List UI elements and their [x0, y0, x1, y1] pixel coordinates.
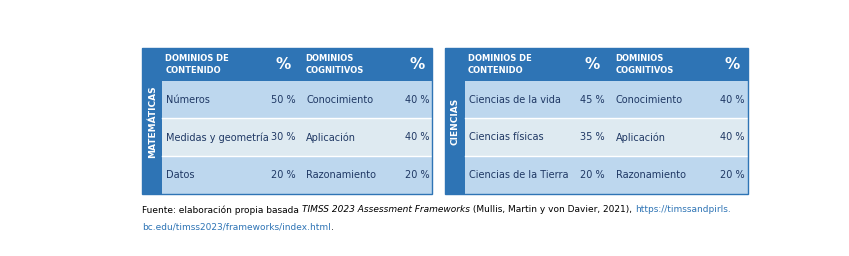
- FancyBboxPatch shape: [162, 81, 432, 119]
- Text: 40 %: 40 %: [405, 94, 430, 104]
- Text: MATEMÁTICAS: MATEMÁTICAS: [148, 85, 157, 158]
- Text: DOMINIOS DE
CONTENIDO: DOMINIOS DE CONTENIDO: [166, 55, 229, 74]
- Text: 35 %: 35 %: [580, 132, 604, 142]
- Text: Conocimiento: Conocimiento: [616, 94, 683, 104]
- Text: Ciencias de la vida: Ciencias de la vida: [469, 94, 560, 104]
- Text: 20 %: 20 %: [580, 170, 604, 180]
- Text: (Mullis, Martin y von Davier, 2021),: (Mullis, Martin y von Davier, 2021),: [470, 205, 635, 214]
- Text: Datos: Datos: [166, 170, 194, 180]
- Text: TIMSS 2023 Assessment Frameworks: TIMSS 2023 Assessment Frameworks: [302, 205, 470, 214]
- Text: Aplicación: Aplicación: [616, 132, 666, 143]
- Text: %: %: [409, 57, 424, 72]
- Text: DOMINIOS
COGNITIVOS: DOMINIOS COGNITIVOS: [306, 55, 364, 74]
- Text: Fuente: elaboración propia basada: Fuente: elaboración propia basada: [143, 205, 302, 215]
- FancyBboxPatch shape: [162, 156, 432, 194]
- Text: Ciencias físicas: Ciencias físicas: [469, 132, 543, 142]
- Text: 40 %: 40 %: [720, 94, 745, 104]
- Text: Conocimiento: Conocimiento: [306, 94, 374, 104]
- FancyBboxPatch shape: [143, 48, 162, 194]
- FancyBboxPatch shape: [162, 119, 432, 156]
- Text: 20 %: 20 %: [271, 170, 295, 180]
- FancyBboxPatch shape: [464, 156, 748, 194]
- Text: Medidas y geometría: Medidas y geometría: [166, 132, 269, 143]
- Text: 50 %: 50 %: [271, 94, 295, 104]
- Text: 45 %: 45 %: [580, 94, 604, 104]
- Text: Ciencias de la Tierra: Ciencias de la Tierra: [469, 170, 568, 180]
- Text: CIENCIAS: CIENCIAS: [450, 98, 459, 145]
- FancyBboxPatch shape: [464, 81, 748, 119]
- Text: Números: Números: [166, 94, 210, 104]
- Text: %: %: [584, 57, 599, 72]
- Text: bc.edu/timss2023/frameworks/index.html: bc.edu/timss2023/frameworks/index.html: [143, 223, 331, 232]
- FancyBboxPatch shape: [464, 48, 748, 81]
- Text: 20 %: 20 %: [720, 170, 745, 180]
- Text: 20 %: 20 %: [405, 170, 430, 180]
- Text: https://timssandpirls.: https://timssandpirls.: [635, 205, 731, 214]
- FancyBboxPatch shape: [464, 119, 748, 156]
- FancyBboxPatch shape: [162, 48, 432, 81]
- Text: 30 %: 30 %: [271, 132, 295, 142]
- Text: Razonamiento: Razonamiento: [306, 170, 376, 180]
- Text: %: %: [276, 57, 291, 72]
- Text: .: .: [331, 223, 334, 232]
- Text: %: %: [724, 57, 739, 72]
- Text: DOMINIOS DE
CONTENIDO: DOMINIOS DE CONTENIDO: [468, 55, 531, 74]
- FancyBboxPatch shape: [445, 48, 464, 194]
- Text: Aplicación: Aplicación: [306, 132, 357, 143]
- Text: Razonamiento: Razonamiento: [616, 170, 686, 180]
- Text: 40 %: 40 %: [405, 132, 430, 142]
- Text: DOMINIOS
COGNITIVOS: DOMINIOS COGNITIVOS: [616, 55, 673, 74]
- Text: 40 %: 40 %: [720, 132, 745, 142]
